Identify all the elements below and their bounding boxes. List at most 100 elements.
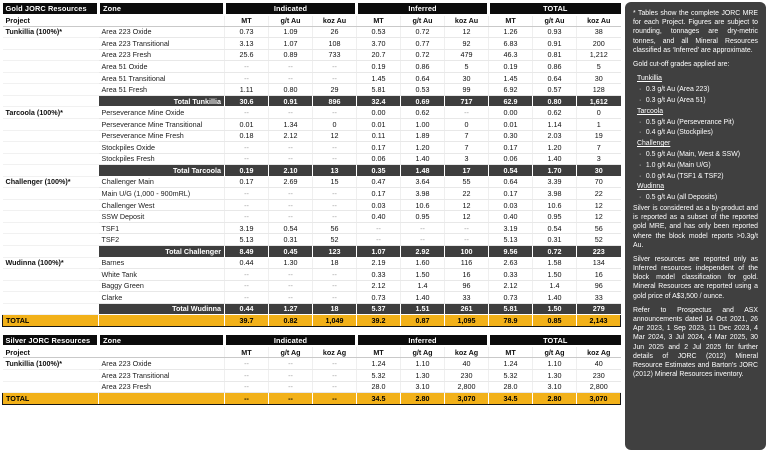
value-cell: 7 (444, 141, 489, 154)
value-cell: 0.73 (488, 291, 533, 304)
value-cell: 40 (576, 357, 621, 370)
project-cell: Tunkillia (100%)* (2, 357, 99, 370)
unit-header: koz Au (311, 14, 357, 27)
value-cell: 0.54 (532, 222, 577, 235)
section-total-label: Total Wudinna (98, 303, 225, 316)
value-cell: 3,070 (444, 392, 489, 405)
cutoff-grade-item: · 0.3 g/t Au (Area 223) (639, 85, 758, 94)
value-cell: 279 (576, 303, 621, 316)
zone-cell: Stockpiles Fresh (98, 153, 225, 166)
value-cell: -- (268, 187, 313, 200)
value-cell: 22 (444, 187, 489, 200)
value-cell: -- (356, 233, 401, 246)
cutoff-grade-text: 0.4 g/t Au (Stockpiles) (644, 129, 713, 137)
project-cell (2, 210, 99, 223)
value-cell: 0 (311, 118, 357, 131)
value-cell: 0.91 (268, 95, 313, 108)
value-cell: 3.19 (488, 222, 533, 235)
value-cell: 0.44 (224, 303, 269, 316)
value-cell: 3 (444, 153, 489, 166)
table-row: Area 223 Fresh -- -- -- 28.0 3.10 2,800 28.0 3.1… (2, 381, 621, 394)
project-cell (2, 268, 99, 281)
value-cell: 5.37 (356, 303, 401, 316)
value-cell: 0.01 (356, 118, 401, 131)
unit-header: MT (356, 346, 401, 359)
value-cell: 40 (444, 357, 489, 370)
zone-cell: Area 223 Transitional (98, 37, 225, 50)
project-cell: Challenger (100%)* (2, 176, 99, 189)
value-cell: 6.83 (488, 37, 533, 50)
group-header-row: Gold JORC Resources Zone Indicated Inferred… (2, 3, 621, 16)
zone-cell: White Tank (98, 268, 225, 281)
zone-cell: Area 223 Transitional (98, 369, 225, 382)
value-cell: 2.63 (488, 257, 533, 270)
value-cell: 12 (444, 199, 489, 212)
zone-cell: Area 51 Transitional (98, 72, 225, 85)
value-cell: 1.70 (532, 164, 577, 177)
value-cell: 3 (576, 153, 621, 166)
value-cell: 0.69 (400, 95, 445, 108)
value-cell: 52 (576, 233, 621, 246)
value-cell: -- (311, 106, 357, 119)
value-cell: 0.57 (532, 83, 577, 96)
zone-cell: Area 223 Fresh (98, 381, 225, 394)
gold-resources-table: Gold JORC Resources Zone Indicated Inferred… (2, 3, 622, 327)
cutoff-project-title: Tarcoola (637, 107, 664, 115)
table-gap (2, 327, 621, 335)
value-cell: -- (224, 60, 269, 73)
bullet-icon: · (639, 194, 642, 202)
notes-paragraph-rounding: * Tables show the complete JORC MRE for … (633, 10, 758, 54)
value-cell: 1.4 (532, 280, 577, 293)
gold-table-mount: Gold JORC Resources Zone Indicated Inferred… (2, 3, 622, 327)
value-cell: 0.11 (356, 130, 401, 143)
value-cell: -- (224, 381, 269, 394)
project-cell (2, 280, 99, 293)
value-cell: 116 (444, 257, 489, 270)
value-cell: 30 (576, 72, 621, 85)
value-cell: 5 (444, 60, 489, 73)
table-row: Tunkillia (100%)* Area 223 Oxide 0.73 1.09 2… (2, 26, 621, 39)
zone-cell: Baggy Green (98, 280, 225, 293)
value-cell: 0.35 (356, 164, 401, 177)
value-cell: 1.10 (400, 357, 445, 370)
unit-header: koz Ag (576, 346, 621, 359)
value-cell: 3.70 (356, 37, 401, 50)
table-row: Area 223 Fresh 25.6 0.89 733 20.7 0.72 479 46.3… (2, 49, 621, 62)
zone-cell: Area 223 Oxide (98, 357, 225, 370)
value-cell: 1.30 (400, 369, 445, 382)
cutoff-grade-item: · 0.4 g/t Au (Stockpiles) (639, 128, 758, 137)
value-cell: 1.30 (532, 369, 577, 382)
value-cell: 0.87 (400, 314, 445, 327)
value-cell: 0.73 (224, 26, 269, 39)
value-cell: 0.82 (268, 314, 313, 327)
value-cell: 1.26 (488, 26, 533, 39)
value-cell: 1.89 (400, 130, 445, 143)
value-cell: 10.6 (400, 199, 445, 212)
value-cell: 9.56 (488, 245, 533, 258)
cutoff-project-title: Wudinna (637, 183, 665, 191)
value-cell: 1.4 (400, 280, 445, 293)
value-cell: 1.30 (268, 257, 313, 270)
value-cell: 1.45 (356, 72, 401, 85)
value-cell: 30 (576, 164, 621, 177)
unit-header: g/t Ag (400, 346, 445, 359)
table-row: Stockpiles Oxide -- -- -- 0.17 1.20 7 0.17 1.20 7 (2, 141, 621, 154)
value-cell: 12 (576, 210, 621, 223)
value-cell: -- (224, 357, 269, 370)
value-cell: -- (400, 233, 445, 246)
project-column-header: Project (2, 346, 99, 359)
value-cell: -- (268, 357, 313, 370)
value-cell: 78.9 (488, 314, 533, 327)
value-cell: 0.62 (400, 106, 445, 119)
value-cell: 19 (576, 130, 621, 143)
group-header: Indicated (224, 334, 359, 348)
value-cell: 0.01 (224, 118, 269, 131)
value-cell: 0.17 (224, 176, 269, 189)
group-header-row: Silver JORC Resources Zone Indicated Inferr… (2, 334, 621, 348)
value-cell: -- (268, 153, 313, 166)
value-cell: 0.31 (532, 233, 577, 246)
unit-header: g/t Ag (268, 346, 313, 359)
value-cell: 33 (576, 291, 621, 304)
table-row: Area 51 Oxide -- -- -- 0.19 0.86 5 0.19 0.86 5 (2, 60, 621, 73)
